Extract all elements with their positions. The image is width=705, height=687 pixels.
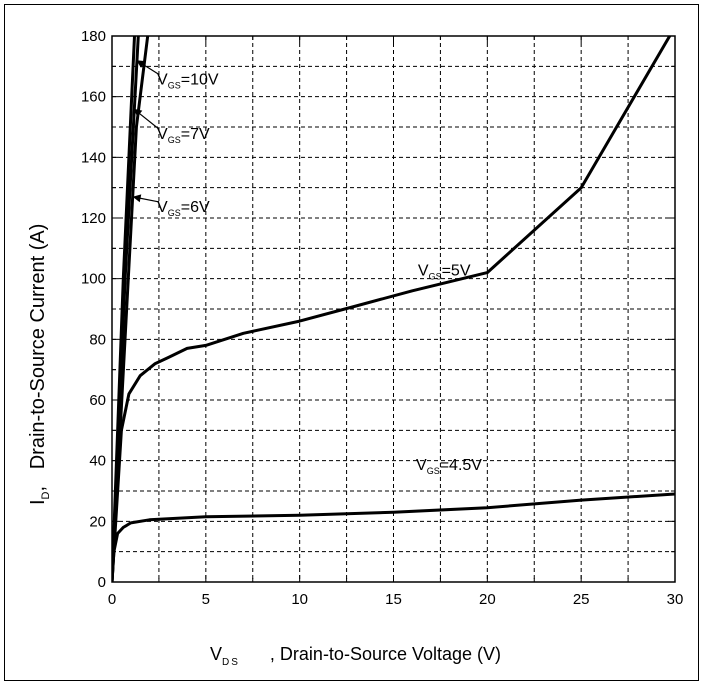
y-tick-label: 120 <box>81 210 106 227</box>
y-tick-label: 100 <box>81 271 106 288</box>
y-tick-label: 20 <box>89 513 106 530</box>
y-axis-text: , Drain-to-Source Current (A) <box>27 224 49 492</box>
ticks: 0 5 10 15 20 25 30 0 20 40 60 80 100 120 140 160 180 <box>81 28 683 608</box>
annotation-label: VGS=4.5V <box>416 457 482 476</box>
annotation-arrowhead <box>132 194 142 203</box>
x-tick-label: 10 <box>291 591 308 608</box>
y-tick-label: 60 <box>89 392 106 409</box>
x-tick-label: 25 <box>573 591 590 608</box>
x-axis-label: VDS , Drain-to-Source Voltage (V) <box>210 644 501 668</box>
y-tick-label: 140 <box>81 149 106 166</box>
annotation-arrowhead <box>136 60 146 68</box>
annotation-arrowhead <box>133 108 143 117</box>
x-axis-text: , Drain-to-Source Voltage (V) <box>270 644 501 664</box>
curves <box>112 36 675 582</box>
annotations: VGS=10V VGS=7V VGS=6V VGS=5V VGS=4.5V <box>132 59 482 476</box>
x-tick-label: 30 <box>667 591 684 608</box>
y-tick-label: 80 <box>89 331 106 348</box>
y-tick-label: 160 <box>81 89 106 106</box>
annotation-label: VGS=6V <box>157 199 210 218</box>
annotation-label: VGS=10V <box>157 72 219 91</box>
y-axis-symbol: I <box>27 499 49 505</box>
annotation-label: VGS=7V <box>157 126 210 145</box>
series-line-vgs-6v <box>112 36 150 582</box>
y-tick-label: 180 <box>81 28 106 45</box>
series-line-vgs-7v <box>112 36 140 582</box>
x-tick-label: 0 <box>108 591 116 608</box>
x-tick-label: 20 <box>479 591 496 608</box>
series-line-vgs-4.5v <box>112 492 675 582</box>
x-axis-subscript: DS <box>222 657 240 668</box>
y-tick-label: 0 <box>98 574 106 591</box>
annotation-label: VGS=5V <box>418 263 471 282</box>
series-line-vgs-5v <box>112 36 672 582</box>
y-tick-label: 40 <box>89 453 106 470</box>
x-axis-symbol: V <box>210 644 222 664</box>
x-tick-label: 15 <box>385 591 402 608</box>
y-axis-subscript: D <box>40 491 52 499</box>
y-axis-label: ID, Drain-to-Source Current (A) <box>27 224 52 505</box>
x-tick-label: 5 <box>202 591 210 608</box>
grid <box>112 36 675 582</box>
